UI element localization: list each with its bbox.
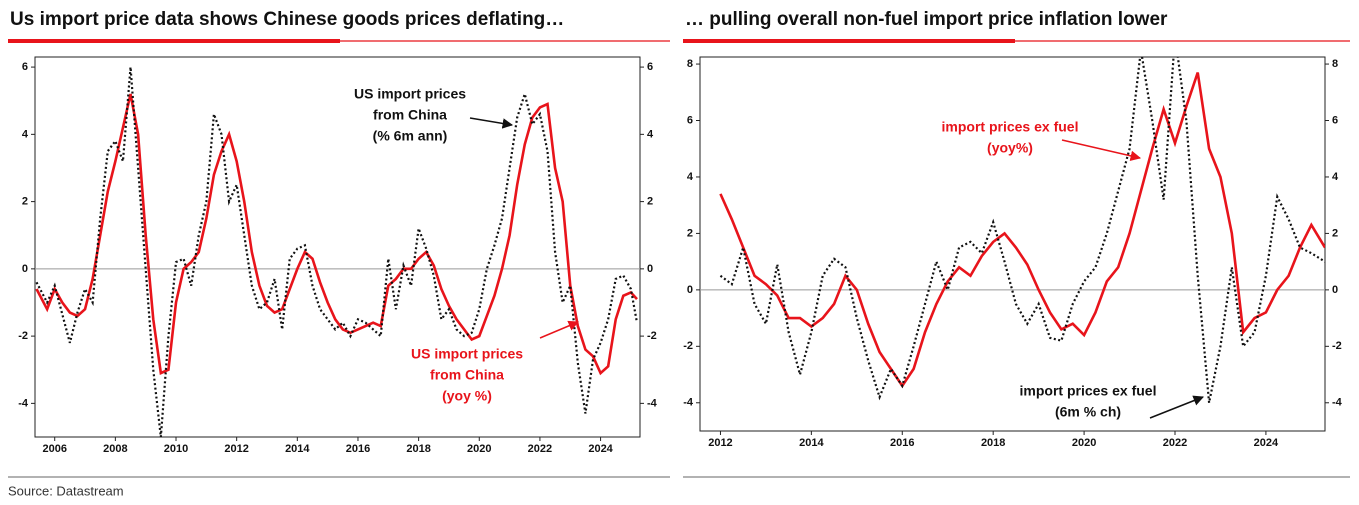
y-tick-label: 0 xyxy=(22,263,28,275)
y-tick-label: 8 xyxy=(687,58,693,70)
annotation-arrow xyxy=(469,117,514,129)
annotation: (6m % ch) xyxy=(1055,404,1121,420)
annotation: from China xyxy=(430,367,504,383)
y2-tick-label: 0 xyxy=(647,263,653,275)
annotation-arrow xyxy=(1149,395,1204,419)
x-tick-label: 2012 xyxy=(224,443,248,455)
series-line xyxy=(35,67,639,437)
y-tick-label: 2 xyxy=(687,227,693,239)
y2-tick-label: -4 xyxy=(647,397,658,409)
y2-tick-label: -2 xyxy=(647,330,657,342)
y-tick-label: -4 xyxy=(18,397,29,409)
x-tick-label: 2018 xyxy=(981,437,1005,449)
x-tick-label: 2008 xyxy=(103,443,127,455)
y-tick-label: -2 xyxy=(683,340,693,352)
y2-tick-label: 6 xyxy=(1332,114,1338,126)
y2-tick-label: -2 xyxy=(1332,340,1342,352)
annotation: US import prices xyxy=(411,346,523,362)
x-tick-label: 2010 xyxy=(164,443,188,455)
chart-title: … pulling overall non-fuel import price … xyxy=(685,9,1168,30)
plot-frame xyxy=(34,56,641,438)
x-tick-label: 2014 xyxy=(799,437,824,449)
x-tick-label: 2016 xyxy=(890,437,914,449)
y-tick-label: 6 xyxy=(22,61,28,73)
series-line xyxy=(719,57,1325,403)
x-tick-label: 2014 xyxy=(285,443,310,455)
y2-tick-label: 6 xyxy=(647,61,653,73)
annotation: (yoy %) xyxy=(442,388,492,404)
series-line xyxy=(35,93,638,376)
y2-tick-label: 2 xyxy=(647,196,653,208)
x-tick-label: 2022 xyxy=(1163,437,1187,449)
y2-tick-label: 4 xyxy=(647,128,654,140)
x-tick-label: 2024 xyxy=(588,443,613,455)
y-tick-label: 0 xyxy=(687,284,693,296)
annotation-arrow xyxy=(539,320,579,339)
annotation: from China xyxy=(373,107,447,123)
annotation: import prices ex fuel xyxy=(942,119,1079,135)
x-tick-label: 2012 xyxy=(708,437,732,449)
annotation: import prices ex fuel xyxy=(1020,383,1157,399)
annotation: (yoy%) xyxy=(987,140,1033,156)
y-tick-label: 6 xyxy=(687,114,693,126)
chart-title: Us import price data shows Chinese goods… xyxy=(10,9,564,30)
y2-tick-label: 2 xyxy=(1332,227,1338,239)
x-tick-label: 2016 xyxy=(346,443,370,455)
y-tick-label: 4 xyxy=(687,171,694,183)
x-tick-label: 2018 xyxy=(406,443,430,455)
y-tick-label: 2 xyxy=(22,196,28,208)
plot-frame xyxy=(699,56,1326,432)
y2-tick-label: -4 xyxy=(1332,397,1343,409)
y2-tick-label: 8 xyxy=(1332,58,1338,70)
x-tick-label: 2020 xyxy=(467,443,491,455)
y2-tick-label: 0 xyxy=(1332,284,1338,296)
y-tick-label: 4 xyxy=(22,128,29,140)
y2-tick-label: 4 xyxy=(1332,171,1339,183)
x-tick-label: 2024 xyxy=(1254,437,1279,449)
x-tick-label: 2022 xyxy=(528,443,552,455)
annotation: (% 6m ann) xyxy=(373,128,448,144)
x-tick-label: 2020 xyxy=(1072,437,1096,449)
y-tick-label: -4 xyxy=(683,397,694,409)
series-line xyxy=(719,72,1325,389)
x-tick-label: 2006 xyxy=(42,443,66,455)
y-tick-label: -2 xyxy=(18,330,28,342)
source: Source: Datastream xyxy=(8,483,124,498)
annotation-arrow xyxy=(1061,139,1142,161)
annotation: US import prices xyxy=(354,86,466,102)
